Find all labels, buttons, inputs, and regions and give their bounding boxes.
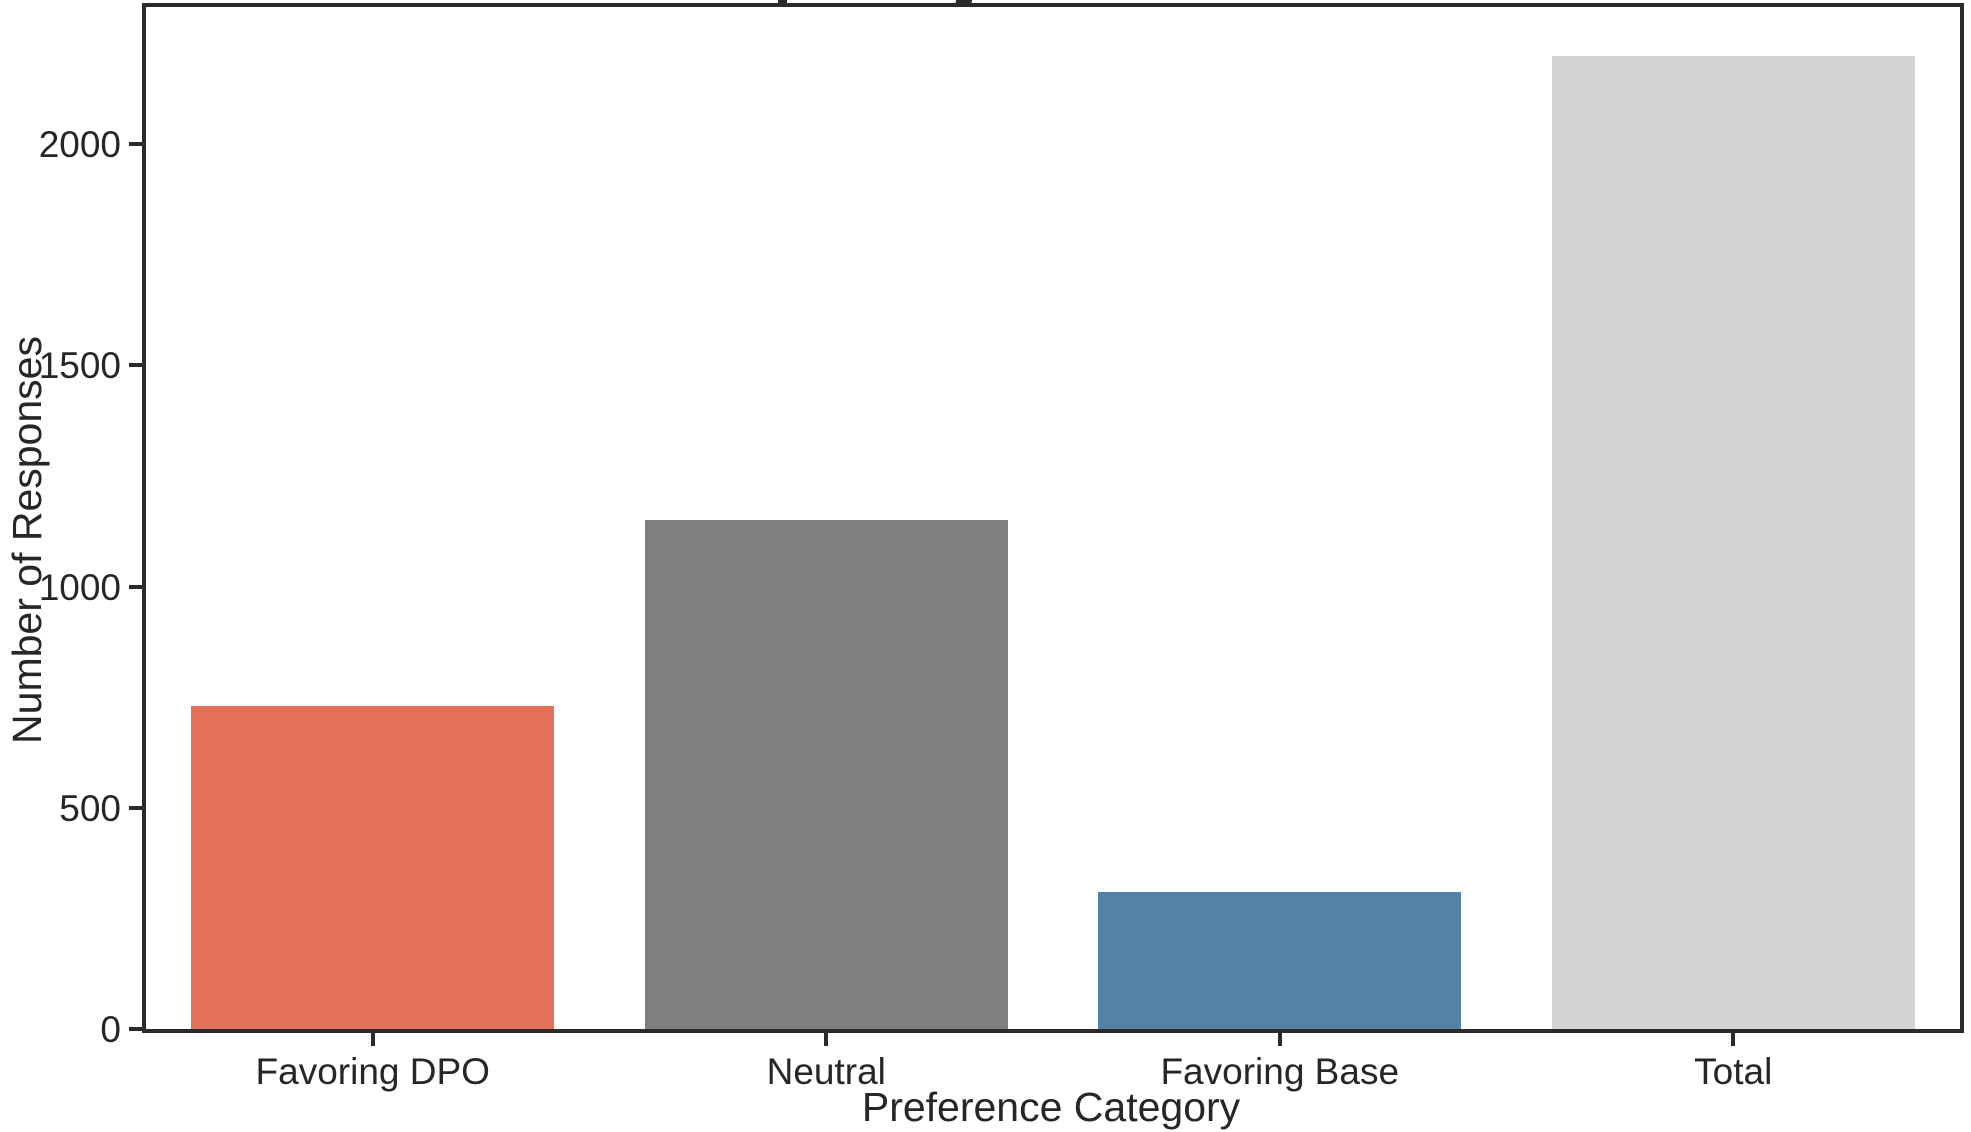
y-tick-mark [129, 1027, 142, 1031]
y-tick-mark [129, 584, 142, 589]
y-tick-label: 0 [100, 1009, 121, 1050]
x-tick-label: Total [1694, 1051, 1773, 1092]
y-tick-label: 500 [59, 787, 121, 829]
bar-total [1551, 55, 1915, 1029]
y-tick-label: 1500 [38, 345, 121, 387]
y-tick-mark [129, 805, 142, 810]
x-tick-label: Favoring Base [1160, 1051, 1400, 1092]
x-axis-label: Preference Category [861, 1084, 1241, 1130]
y-tick-label: 2000 [38, 124, 121, 166]
plot-area [142, 3, 1964, 1033]
x-tick-mark [1277, 1033, 1282, 1046]
x-tick-label: Favoring DPO [255, 1051, 490, 1092]
x-tick-mark [370, 1033, 375, 1046]
x-tick-mark [1731, 1033, 1736, 1046]
y-tick-mark [129, 363, 142, 368]
bar-neutral [644, 520, 1008, 1029]
y-tick-label: 1000 [38, 566, 121, 608]
x-tick-mark [824, 1033, 829, 1046]
bar-favoring-dpo [191, 706, 555, 1029]
bars-container [146, 7, 1960, 1029]
y-tick-mark [129, 142, 142, 147]
bar-favoring-base [1098, 891, 1462, 1029]
x-tick-label: Neutral [766, 1051, 886, 1092]
